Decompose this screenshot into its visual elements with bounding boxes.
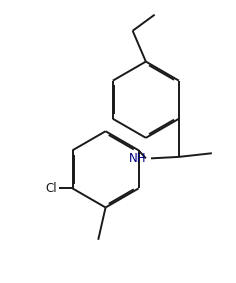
Text: NH: NH [128,152,146,165]
Text: Cl: Cl [46,182,57,195]
